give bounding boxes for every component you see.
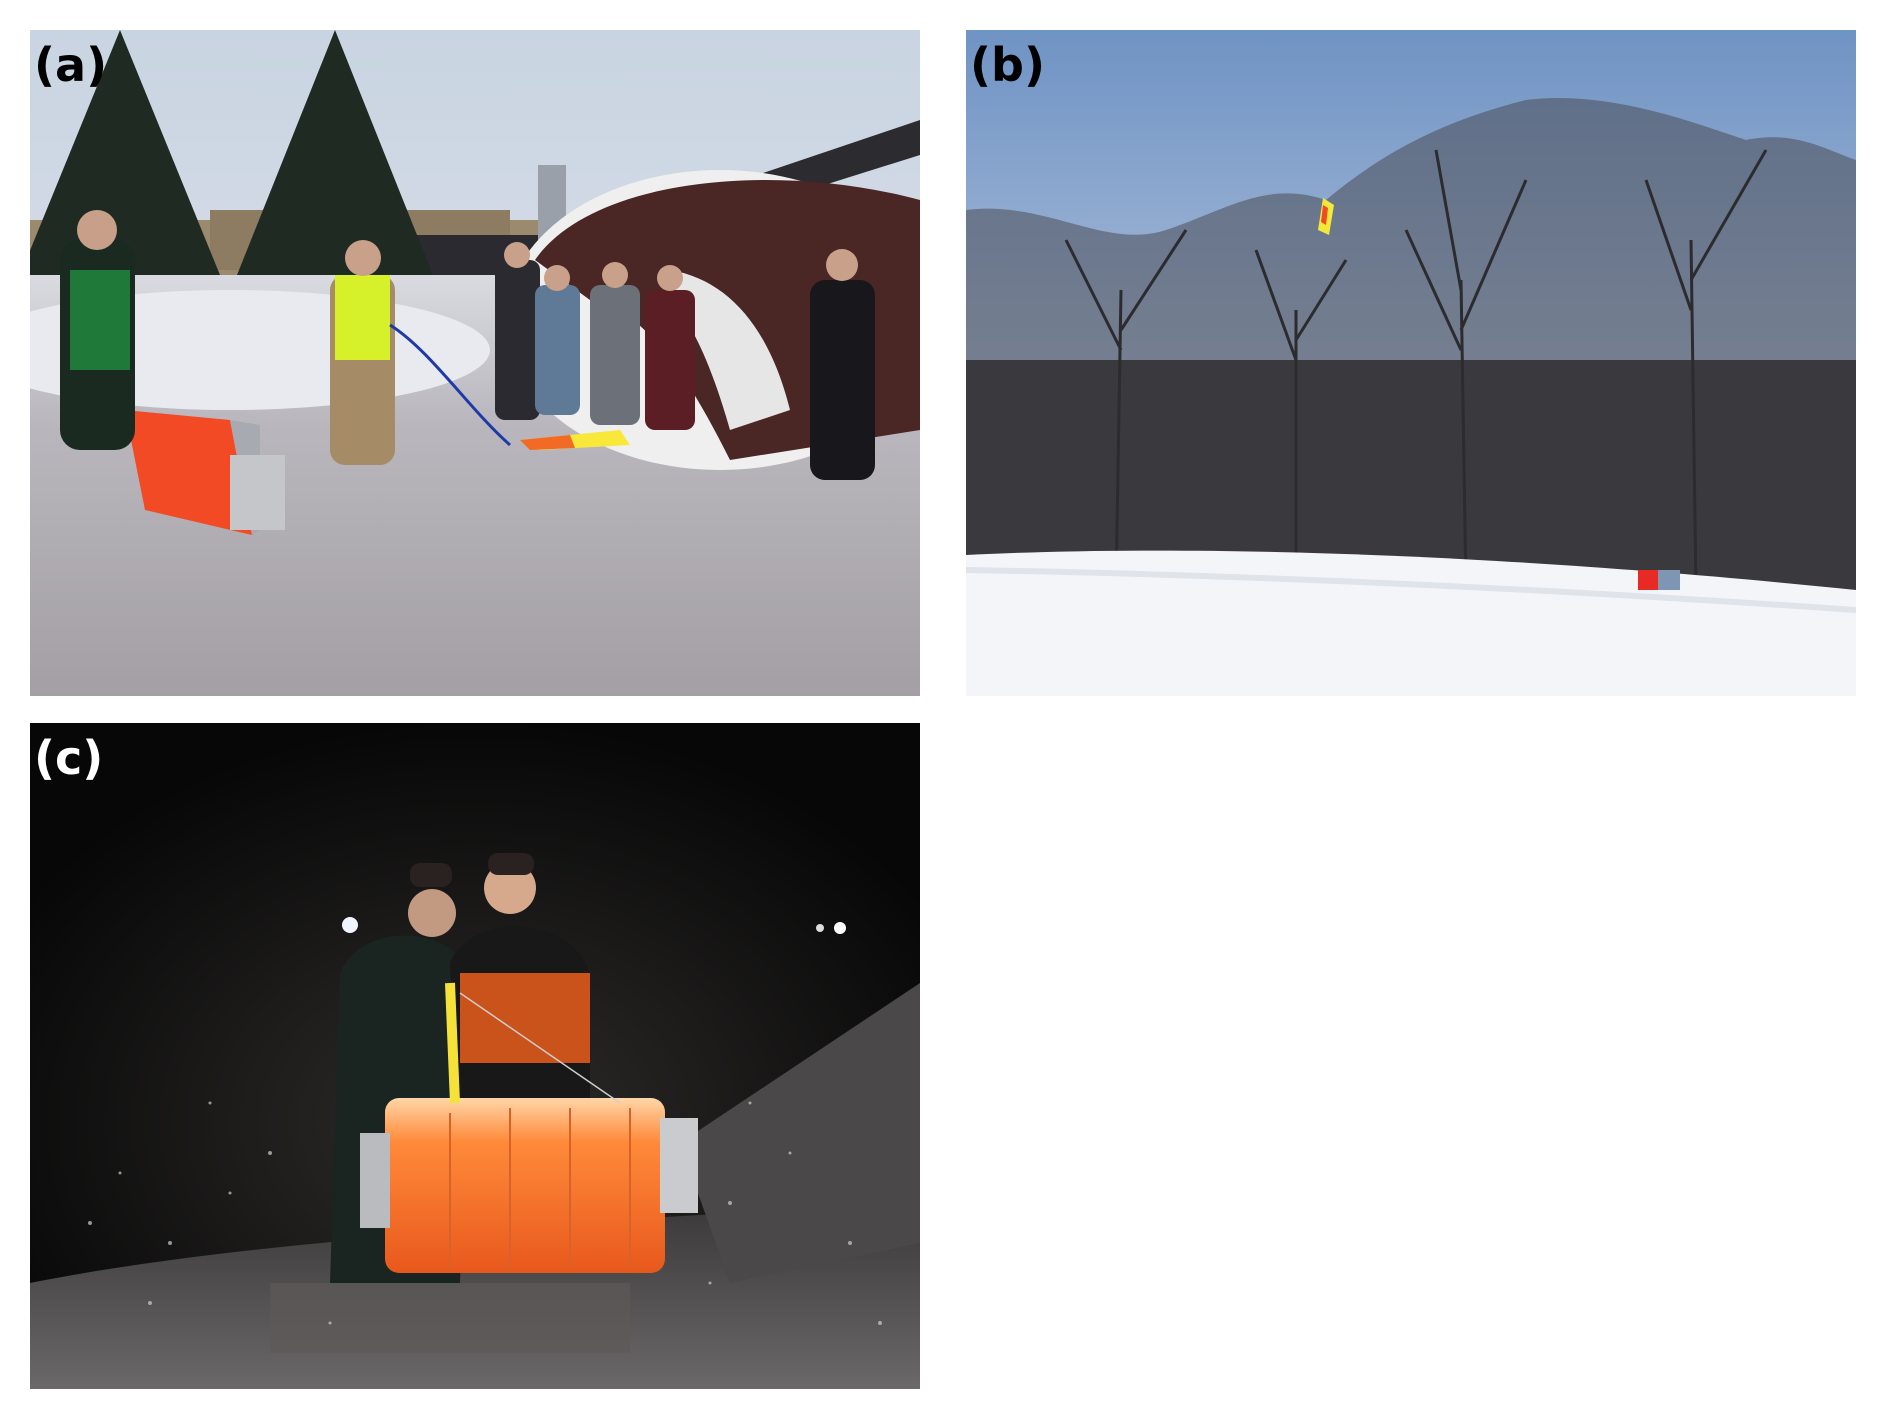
photo-panel-b: (b) [966,30,1856,696]
photo-b-image [966,30,1856,696]
panel-label-a: (a) [34,38,108,92]
photo-panel-c: (c) [30,723,920,1389]
panel-label-c: (c) [34,731,104,785]
photo-c-image [30,723,920,1389]
panel-label-b: (b) [970,38,1045,92]
photo-panel-a: (a) [30,30,920,696]
photo-a-image [30,30,920,696]
